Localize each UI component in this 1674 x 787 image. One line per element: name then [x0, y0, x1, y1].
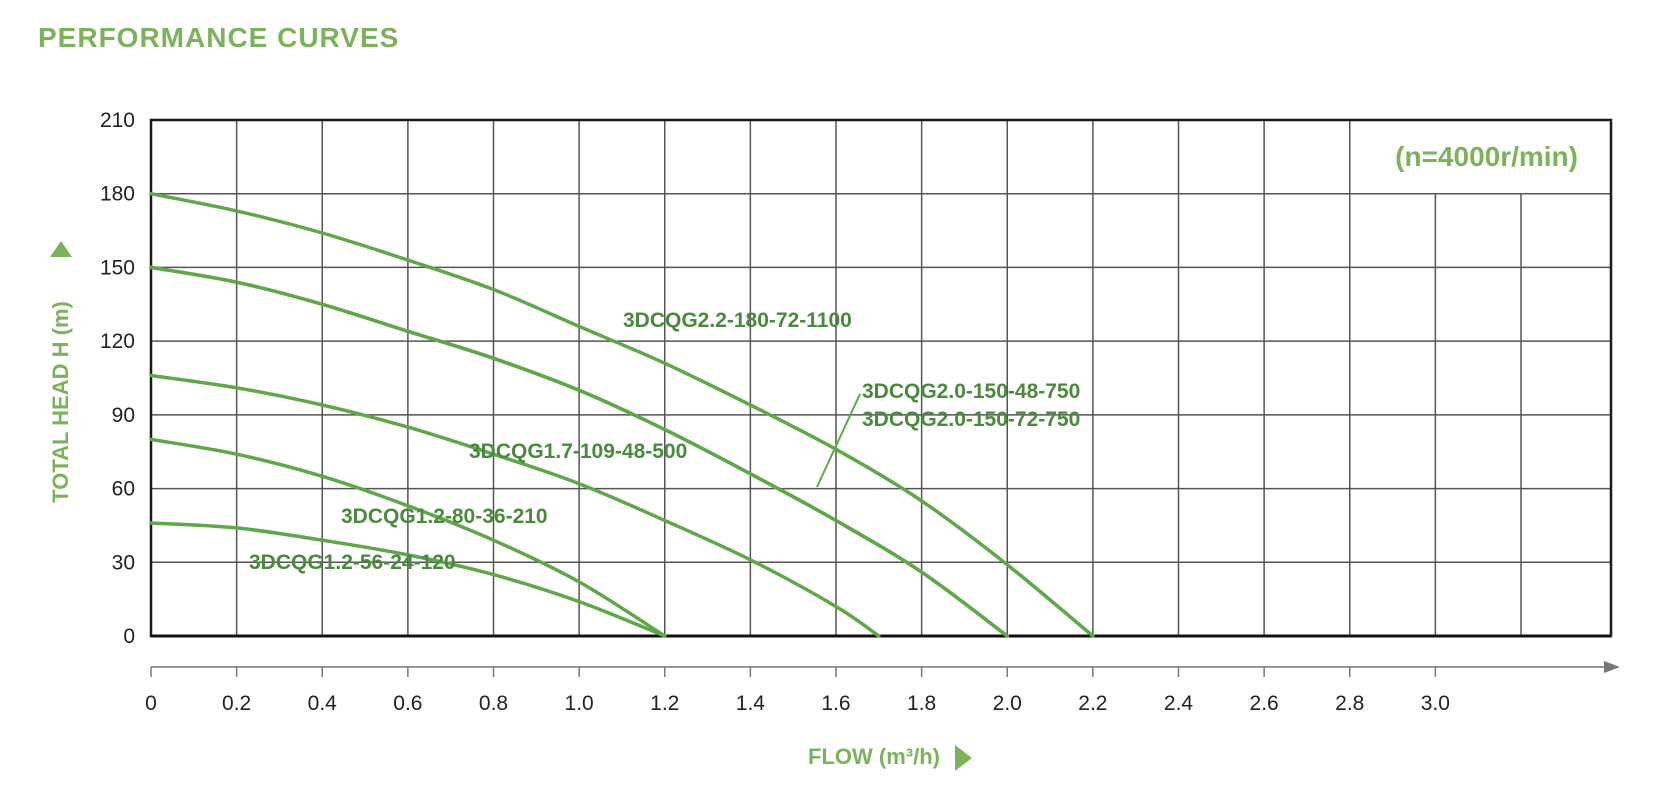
- curve-label-leader-line: [816, 393, 861, 488]
- x-tick-label: 0.2: [222, 692, 251, 715]
- x-tick-label: 2.8: [1335, 692, 1364, 715]
- curve-label-series-5: 3DCQG1.2-80-36-210: [341, 505, 548, 528]
- curve-labels: 3DCQG2.2-180-72-1100 3DCQG2.0-150-48-750 3…: [249, 309, 1080, 574]
- curve-label-series-4: 3DCQG1.7-109-48-500: [469, 440, 687, 463]
- x-tick-label: 1.2: [650, 692, 679, 715]
- curve-label-series-6: 3DCQG1.2-56-24-120: [249, 551, 456, 574]
- x-tick-label: 2.6: [1250, 692, 1279, 715]
- x-tick-label: 1.8: [907, 692, 936, 715]
- x-axis-title-group: FLOW (m³/h): [808, 744, 972, 771]
- y-tick-label: 150: [100, 256, 135, 279]
- curve-series-4: [149, 373, 881, 638]
- speed-annotation: (n=4000r/min): [1395, 141, 1578, 172]
- x-tick-labels: 0 0.2 0.4 0.6 0.8 1.0 1.2 1.4 1.6 1.8 2.0 2.2 2.4 2.6…: [145, 667, 1450, 715]
- y-axis-title: TOTAL HEAD H (m): [48, 301, 73, 503]
- curve-label-series-3: 3DCQG2.0-150-72-750: [862, 408, 1080, 431]
- curve-series-1: [149, 191, 1095, 638]
- axes: [149, 118, 1620, 673]
- curve-label-series-2: 3DCQG2.0-150-48-750: [862, 380, 1080, 403]
- x-tick-label: 3.0: [1421, 692, 1450, 715]
- x-tick-label: 1.4: [736, 692, 766, 715]
- curve-series-5: [149, 437, 667, 638]
- y-tick-label: 180: [100, 183, 135, 206]
- x-tick-label: 2.0: [993, 692, 1022, 715]
- x-tick-label: 2.4: [1164, 692, 1194, 715]
- y-axis-arrow-icon: [50, 241, 72, 257]
- x-tick-label: 0: [145, 692, 157, 715]
- y-tick-label: 60: [112, 478, 135, 501]
- y-tick-labels: 0 30 60 90 120 150 180 210: [100, 109, 135, 648]
- y-tick-label: 210: [100, 109, 135, 132]
- curve-series-6: [149, 521, 667, 638]
- y-tick-label: 120: [100, 330, 135, 353]
- curve-series-3: [149, 265, 1010, 638]
- x-tick-label: 2.2: [1078, 692, 1107, 715]
- y-axis-title-group: TOTAL HEAD H (m): [48, 241, 73, 503]
- x-tick-label: 0.8: [479, 692, 508, 715]
- y-tick-label: 30: [112, 551, 135, 574]
- grid: [151, 120, 1611, 636]
- y-tick-label: 90: [112, 404, 135, 427]
- x-axis-arrow-icon: [955, 745, 972, 771]
- x-tick-label: 0.6: [393, 692, 422, 715]
- y-tick-label: 0: [123, 625, 135, 648]
- flow-scale-arrow-icon: [1604, 661, 1620, 673]
- curves: [149, 191, 1095, 638]
- x-axis-title: FLOW (m³/h): [808, 744, 940, 769]
- page-title: PERFORMANCE CURVES: [38, 22, 400, 53]
- curve-label-series-1: 3DCQG2.2-180-72-1100: [623, 309, 852, 332]
- x-tick-label: 1.0: [565, 692, 594, 715]
- x-tick-label: 0.4: [308, 692, 338, 715]
- x-tick-label: 1.6: [821, 692, 850, 715]
